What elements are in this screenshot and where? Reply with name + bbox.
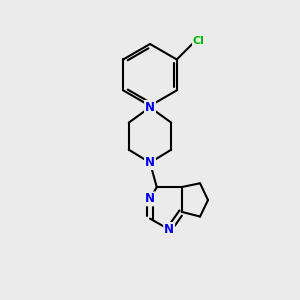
Text: N: N	[145, 192, 155, 206]
Text: N: N	[164, 223, 174, 236]
Text: N: N	[145, 156, 155, 169]
Text: N: N	[145, 101, 155, 114]
Text: Cl: Cl	[193, 36, 205, 46]
